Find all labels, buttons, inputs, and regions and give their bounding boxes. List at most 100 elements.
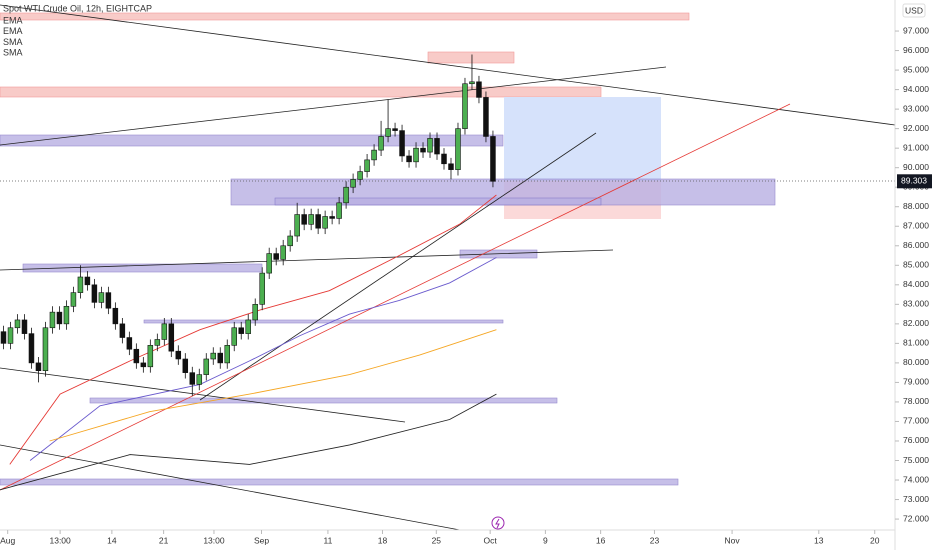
y-tick-label: 80.000 (903, 357, 929, 367)
candle-body (336, 202, 342, 219)
zone (143, 319, 504, 324)
candle-body (175, 350, 182, 360)
x-tick-label: 9 (543, 535, 548, 545)
y-tick-label: 83.000 (903, 299, 929, 309)
y-tick-label: 76.000 (903, 435, 929, 445)
y-tick-label: 96.000 (903, 45, 929, 55)
y-tick-label: 95.000 (903, 64, 929, 74)
candle-body (350, 179, 356, 188)
indicator-line (0, 393, 497, 491)
candle-body (217, 352, 224, 364)
trendline (0, 444, 461, 531)
candle-body (14, 319, 21, 329)
y-tick-label: 82.000 (903, 318, 929, 328)
zone (427, 51, 515, 64)
candle-body (273, 253, 279, 260)
candle-body (490, 136, 496, 182)
y-tick-label: 74.000 (903, 474, 929, 484)
candle-body (238, 327, 244, 334)
candle-body (231, 327, 237, 346)
candle-body (203, 358, 210, 375)
candle-body (49, 311, 56, 329)
candle-body (427, 138, 433, 153)
candle-body (168, 323, 175, 352)
event-icon[interactable] (491, 516, 505, 530)
candle-body (259, 272, 265, 305)
candle-body (140, 362, 147, 368)
zone (274, 197, 602, 206)
zone (0, 12, 690, 21)
candle-body (448, 163, 454, 170)
y-tick-label: 84.000 (903, 279, 929, 289)
candle-body (28, 333, 35, 364)
candle-body (105, 292, 112, 309)
x-tick-label: Nov (725, 535, 741, 545)
candle-body (252, 304, 258, 321)
candle-body (63, 305, 70, 325)
y-tick-label: 79.000 (903, 377, 929, 387)
indicator-line (49, 329, 497, 442)
candle-body (70, 292, 77, 307)
y-tick-label: 75.000 (903, 455, 929, 465)
candle-body (329, 216, 335, 219)
y-tick-label: 88.000 (903, 201, 929, 211)
x-tick-label: 21 (159, 535, 169, 545)
y-tick-label: 87.000 (903, 221, 929, 231)
trendline (0, 4, 896, 126)
x-tick-label: 13:00 (203, 535, 225, 545)
candle-body (245, 319, 251, 334)
candle-body (399, 130, 405, 157)
legend-entry: EMA (3, 15, 23, 25)
x-tick-label: 11 (324, 535, 333, 545)
candle-body (371, 149, 377, 161)
legend-entry: EMA (3, 26, 23, 36)
candle-body (434, 138, 440, 155)
x-tick-label: 13:00 (49, 535, 71, 545)
candle-body (266, 253, 272, 274)
price-tag-label: 89.303 (901, 176, 927, 186)
x-tick-label: 23 (650, 535, 660, 545)
candle-body (133, 348, 140, 364)
target-zone (504, 97, 661, 181)
candle-body (413, 147, 419, 163)
x-tick-label: Sep (254, 535, 269, 545)
zone (0, 86, 602, 98)
y-tick-label: 93.000 (903, 103, 929, 113)
x-tick-label: 16 (596, 535, 606, 545)
currency[interactable]: USD (905, 5, 923, 15)
candle-body (308, 214, 314, 225)
candle-body (35, 362, 42, 372)
candle-body (196, 374, 203, 385)
currency-button[interactable] (902, 3, 926, 18)
candle-body (182, 358, 189, 373)
legend-entry: SMA (3, 47, 23, 57)
y-tick-label: 85.000 (903, 260, 929, 270)
zone (0, 134, 504, 147)
candle-body (147, 345, 154, 368)
y-tick-label: 94.000 (903, 84, 929, 94)
candle-body (56, 311, 63, 325)
x-tick-label: 25 (432, 535, 442, 545)
candle-body (21, 319, 28, 334)
candle-body (483, 97, 489, 137)
price-axis (895, 0, 932, 550)
candle-body (224, 345, 230, 364)
candle-body (210, 352, 217, 360)
candle-body (7, 327, 14, 344)
event-icon-bolt (495, 518, 500, 529)
candle-body (0, 331, 7, 344)
candle-body (280, 245, 286, 260)
drawings (0, 4, 896, 531)
indicator-line (29, 257, 497, 461)
candle-body (154, 339, 161, 346)
candle-body (476, 81, 482, 98)
candle-body (385, 128, 391, 137)
candle-body (112, 307, 119, 325)
candle-body (322, 216, 328, 229)
y-tick-label: 72.000 (903, 513, 929, 523)
x-tick-label: 14 (107, 535, 117, 545)
y-tick-label: 86.000 (903, 240, 929, 250)
price-tag (897, 174, 932, 189)
candle-body (406, 155, 412, 163)
